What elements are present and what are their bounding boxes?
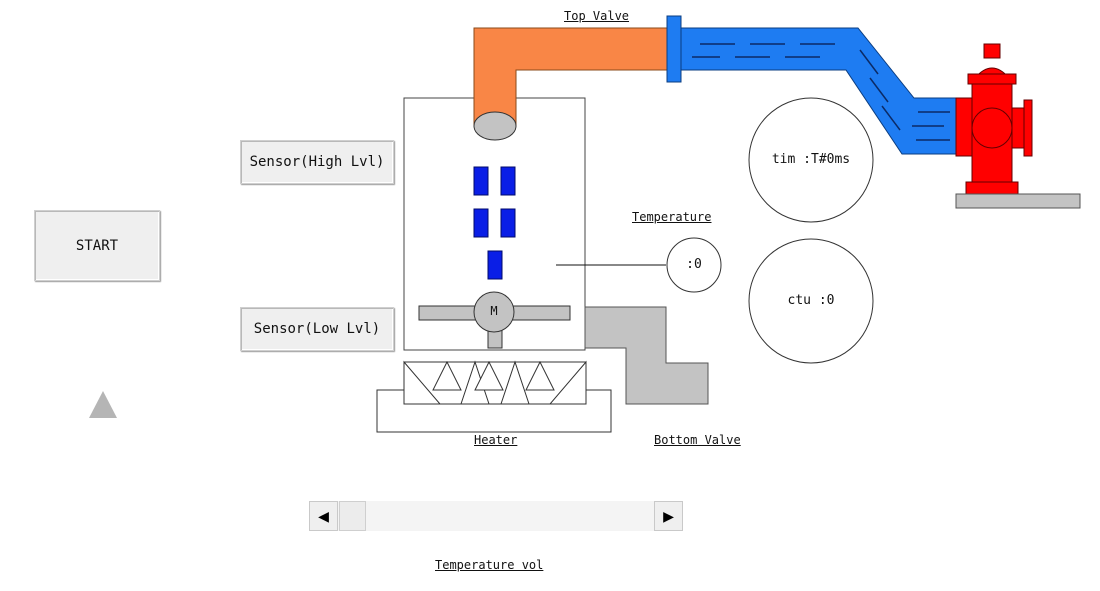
counter-readout: ctu :0: [787, 293, 835, 308]
bottom-valve-pipe[interactable]: [584, 306, 709, 405]
scroll-right-icon[interactable]: ▶: [654, 501, 683, 531]
top-valve-flange[interactable]: [666, 15, 682, 83]
temperature-label: Temperature: [632, 210, 712, 224]
alarm-triangle-icon: [89, 391, 117, 418]
temperature-gauge: [666, 237, 722, 293]
sensor-low-level-button[interactable]: Sensor(Low Lvl): [240, 307, 394, 351]
scroll-left-icon[interactable]: ◀: [309, 501, 338, 531]
heater: [376, 360, 612, 433]
bottom-valve-label: Bottom Valve: [654, 433, 741, 447]
pipe-outlet: [473, 111, 517, 141]
fire-hydrant-icon: [955, 43, 1081, 209]
ingredient-blocks: [473, 166, 516, 280]
heater-label: Heater: [474, 433, 518, 447]
timer-readout: tim :T#0ms: [771, 152, 851, 167]
scrollbar-track[interactable]: [309, 501, 683, 531]
sensor-high-level-button[interactable]: Sensor(High Lvl): [240, 140, 394, 184]
timer-circle: [748, 97, 874, 223]
water-flow-dashes: [692, 43, 950, 141]
start-button[interactable]: START: [34, 210, 160, 281]
counter-circle: [748, 238, 874, 364]
temperature-value: :0: [686, 257, 702, 272]
temperature-scrollbar[interactable]: ◀ ▶: [309, 501, 683, 531]
scrollbar-thumb[interactable]: [339, 501, 366, 531]
mixer: [418, 291, 571, 349]
top-valve-label: Top Valve: [564, 9, 630, 23]
motor-label: M: [490, 304, 498, 318]
temperature-vol-label: Temperature vol: [435, 558, 544, 572]
